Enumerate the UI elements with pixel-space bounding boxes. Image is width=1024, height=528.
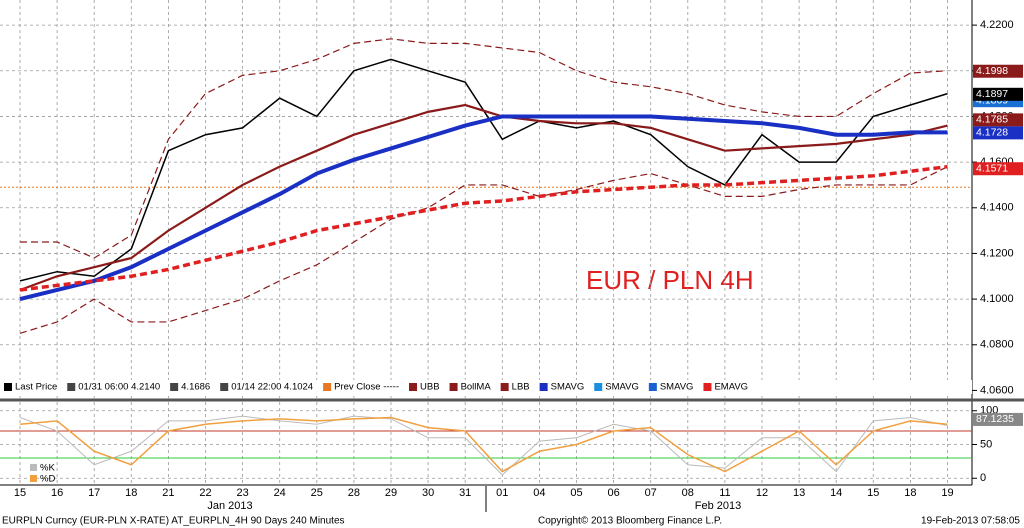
y-tick-label: 4.1200 [980, 247, 1014, 259]
x-tick-label: 05 [570, 487, 582, 499]
x-tick-label: 07 [645, 487, 657, 499]
value-tag-label: 87.1235 [976, 413, 1014, 425]
value-tag [973, 64, 1023, 78]
legend-label: 4.1686 [181, 382, 210, 393]
y-tick-label: 50 [980, 438, 992, 450]
series-line [19, 416, 948, 473]
x-tick-label: 06 [607, 487, 619, 499]
x-tick-label: 24 [274, 487, 286, 499]
legend-swatch [409, 383, 418, 391]
x-tick-label: 31 [459, 487, 471, 499]
footer-center: Copyright© 2013 Bloomberg Finance L.P. [538, 516, 722, 527]
x-tick-label: 19 [941, 487, 953, 499]
x-tick-label: 14 [830, 487, 842, 499]
x-tick-label: 12 [756, 487, 768, 499]
legend-swatch [449, 383, 458, 391]
legend-label: UBB [420, 382, 440, 393]
value-tag-label: 4.1998 [976, 65, 1008, 77]
value-tag-label: 4.1897 [976, 88, 1008, 100]
legend-label: Prev Close ----- [334, 382, 399, 393]
legend-swatch [67, 383, 76, 391]
legend-swatch [220, 383, 229, 391]
x-tick-label: 01 [496, 487, 508, 499]
month-label: Feb 2013 [695, 500, 741, 512]
legend-label: SMAVG [605, 382, 639, 393]
y-tick-label: 4.2200 [980, 19, 1014, 31]
x-tick-label: 08 [682, 487, 694, 499]
x-tick-label: 21 [162, 487, 174, 499]
annotation: EUR / PLN 4H [586, 265, 754, 295]
legend-swatch [500, 383, 509, 391]
x-tick-label: 11 [719, 487, 730, 499]
x-tick-label: 22 [199, 487, 211, 499]
series-line [19, 166, 948, 334]
series-line [20, 38, 948, 259]
legend-swatch [30, 475, 37, 482]
y-tick-label: 4.0600 [980, 384, 1014, 396]
value-tag [973, 87, 1023, 101]
legend-bar [0, 380, 972, 394]
y-tick-label: 4.1000 [980, 293, 1014, 305]
legend-label: %D [40, 474, 55, 485]
legend-label: Last Price [15, 382, 57, 393]
legend-label: 01/31 06:00 4.2140 [78, 382, 160, 393]
x-tick-label: 15 [867, 487, 879, 499]
value-tag-label: 4.1728 [976, 127, 1008, 139]
legend-swatch [30, 464, 37, 471]
legend-label: SMAVG [660, 382, 694, 393]
x-tick-label: 18 [125, 487, 137, 499]
value-tag [973, 412, 1023, 426]
x-tick-label: 17 [88, 487, 100, 499]
value-tag-label: 4.1785 [976, 114, 1008, 126]
series-line [19, 164, 948, 292]
series-line [19, 114, 948, 302]
x-tick-label: 18 [904, 487, 916, 499]
legend-swatch [323, 383, 332, 391]
legend-label: BollMA [461, 382, 492, 393]
value-tag-label: 4.1571 [976, 163, 1008, 175]
x-tick-label: 30 [422, 487, 434, 499]
x-tick-label: 04 [533, 487, 545, 499]
legend-label: 01/14 22:00 4.1024 [231, 382, 313, 393]
legend-swatch [703, 383, 712, 391]
legend-swatch [648, 383, 657, 391]
x-tick-label: 29 [385, 487, 397, 499]
value-tag [973, 162, 1023, 176]
x-tick-label: 23 [236, 487, 248, 499]
series-line [19, 103, 948, 292]
value-tag [973, 126, 1023, 140]
x-tick-label: 28 [348, 487, 360, 499]
legend-swatch [539, 383, 548, 391]
legend-swatch [4, 383, 12, 391]
legend-label: SMAVG [551, 382, 585, 393]
series-line [19, 415, 948, 476]
x-tick-label: 25 [311, 487, 323, 499]
legend-label: %K [40, 463, 55, 474]
x-tick-label: 16 [51, 487, 63, 499]
legend-swatch [594, 383, 603, 391]
legend-label: EMAVG [714, 382, 748, 393]
month-label: Jan 2013 [207, 500, 252, 512]
x-tick-label: 15 [14, 487, 26, 499]
y-tick-label: 0 [980, 472, 986, 484]
y-tick-label: 4.0800 [980, 339, 1014, 351]
y-tick-label: 4.1400 [980, 202, 1014, 214]
legend-label: LBB [512, 382, 530, 393]
x-tick-label: 13 [793, 487, 805, 499]
value-tag [973, 113, 1023, 127]
footer-left: EURPLN Curncy (EUR-PLN X-RATE) AT_EURPLN… [2, 516, 345, 527]
footer-right: 19-Feb-2013 07:58:05 [921, 516, 1020, 527]
legend-swatch [170, 383, 179, 391]
